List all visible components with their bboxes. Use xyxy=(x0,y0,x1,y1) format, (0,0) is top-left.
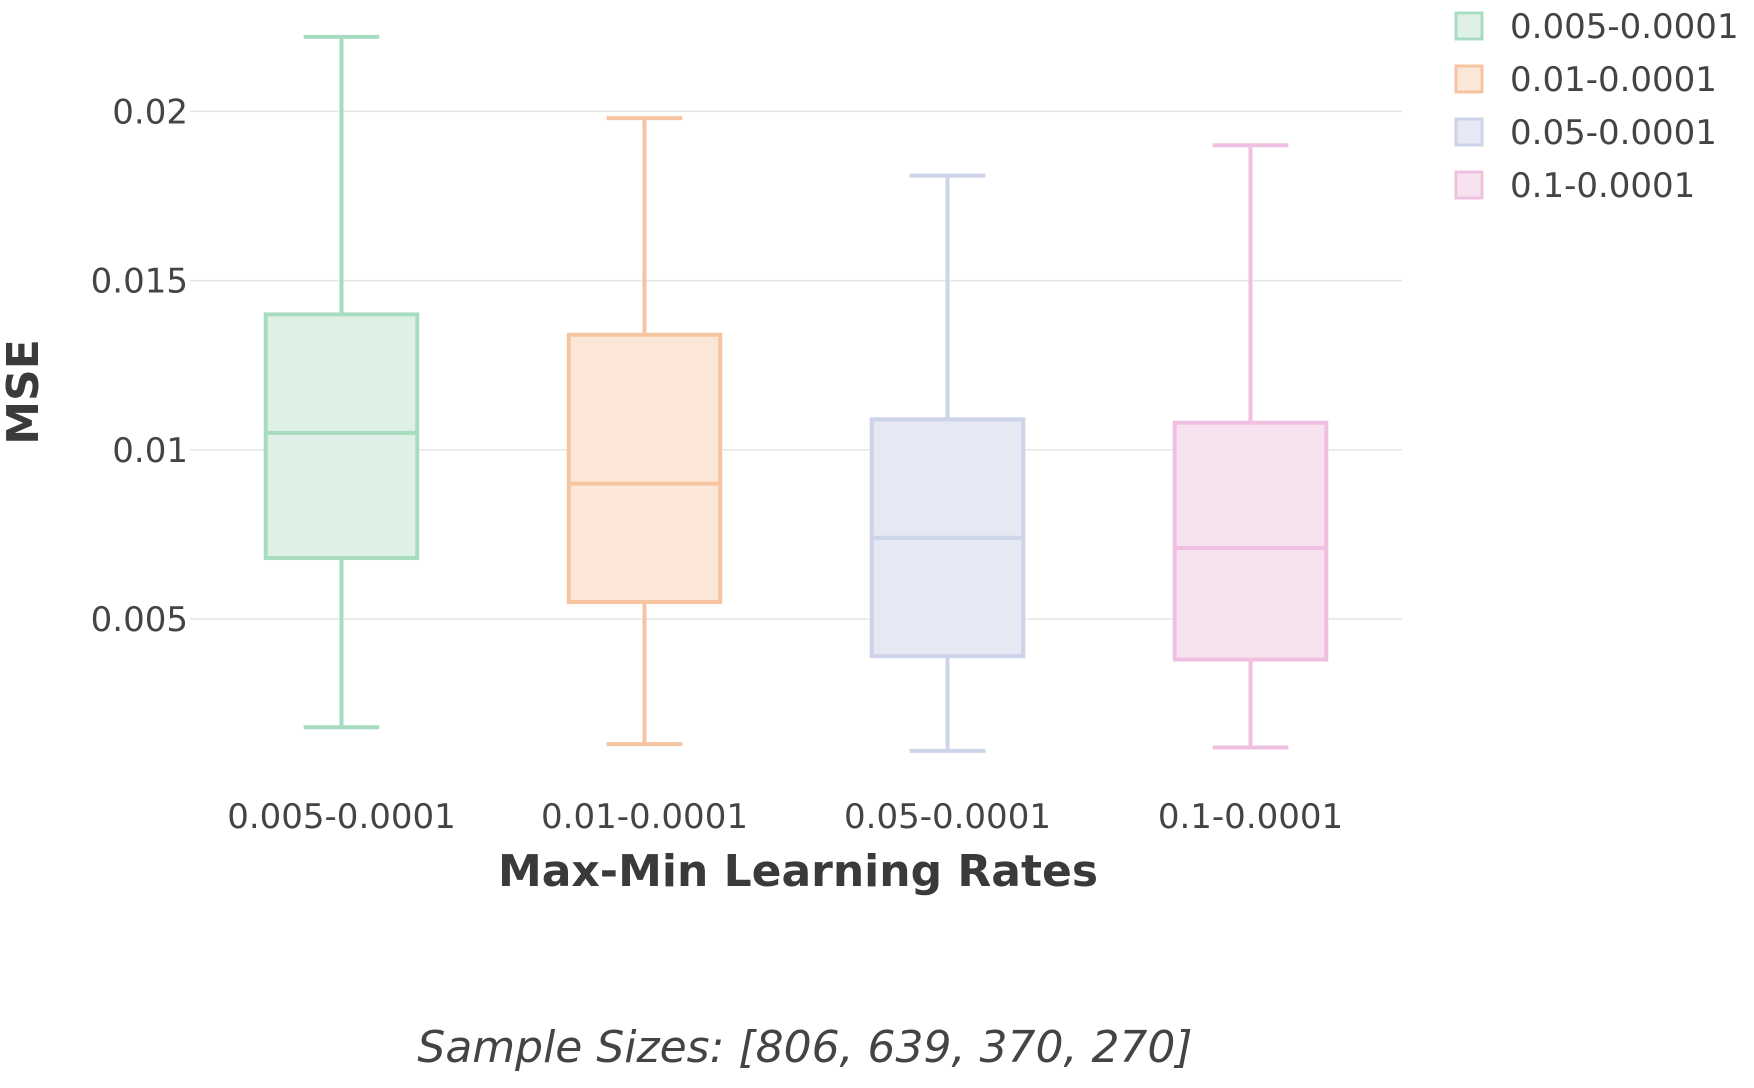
y-tick-label: 0.02 xyxy=(112,92,188,132)
x-axis-ticks: 0.005-0.0001 0.01-0.0001 0.05-0.0001 0.1-0.… xyxy=(227,797,1343,837)
legend-label: 0.005-0.0001 xyxy=(1510,7,1739,47)
legend-item: 0.005-0.0001 xyxy=(1454,7,1739,47)
box-4 xyxy=(1172,143,1329,750)
x-tick-label: 0.005-0.0001 xyxy=(227,797,456,837)
x-tick-label: 0.1-0.0001 xyxy=(1158,797,1343,837)
y-axis-ticks: 0.005 0.01 0.015 0.02 xyxy=(91,92,188,640)
box-layer xyxy=(263,34,1329,753)
box-3 xyxy=(869,173,1026,753)
legend-label: 0.01-0.0001 xyxy=(1510,60,1717,100)
y-tick-label: 0.01 xyxy=(112,431,188,471)
legend-swatch xyxy=(1454,170,1484,200)
legend-swatch xyxy=(1454,11,1484,41)
legend-item: 0.01-0.0001 xyxy=(1454,60,1717,100)
sample-sizes-caption: Sample Sizes: [806, 639, 370, 270] xyxy=(417,1022,1192,1073)
legend-item: 0.1-0.0001 xyxy=(1454,166,1695,206)
box-1 xyxy=(263,34,420,730)
y-tick-label: 0.015 xyxy=(91,262,188,302)
iqr-box xyxy=(566,332,723,605)
legend: 0.005-0.0001 0.01-0.0001 0.05-0.0001 0.1-0.… xyxy=(1454,7,1739,206)
box-2 xyxy=(566,116,723,747)
iqr-box xyxy=(263,312,420,561)
y-axis-title: MSE xyxy=(0,339,49,445)
legend-label: 0.05-0.0001 xyxy=(1510,113,1717,153)
legend-item: 0.05-0.0001 xyxy=(1454,113,1717,153)
iqr-box xyxy=(1172,420,1329,662)
y-tick-label: 0.005 xyxy=(91,600,188,640)
legend-swatch xyxy=(1454,117,1484,147)
x-axis-title: Max-Min Learning Rates xyxy=(498,846,1098,897)
x-tick-label: 0.05-0.0001 xyxy=(844,797,1051,837)
legend-label: 0.1-0.0001 xyxy=(1510,166,1695,206)
legend-swatch xyxy=(1454,64,1484,94)
x-tick-label: 0.01-0.0001 xyxy=(541,797,748,837)
